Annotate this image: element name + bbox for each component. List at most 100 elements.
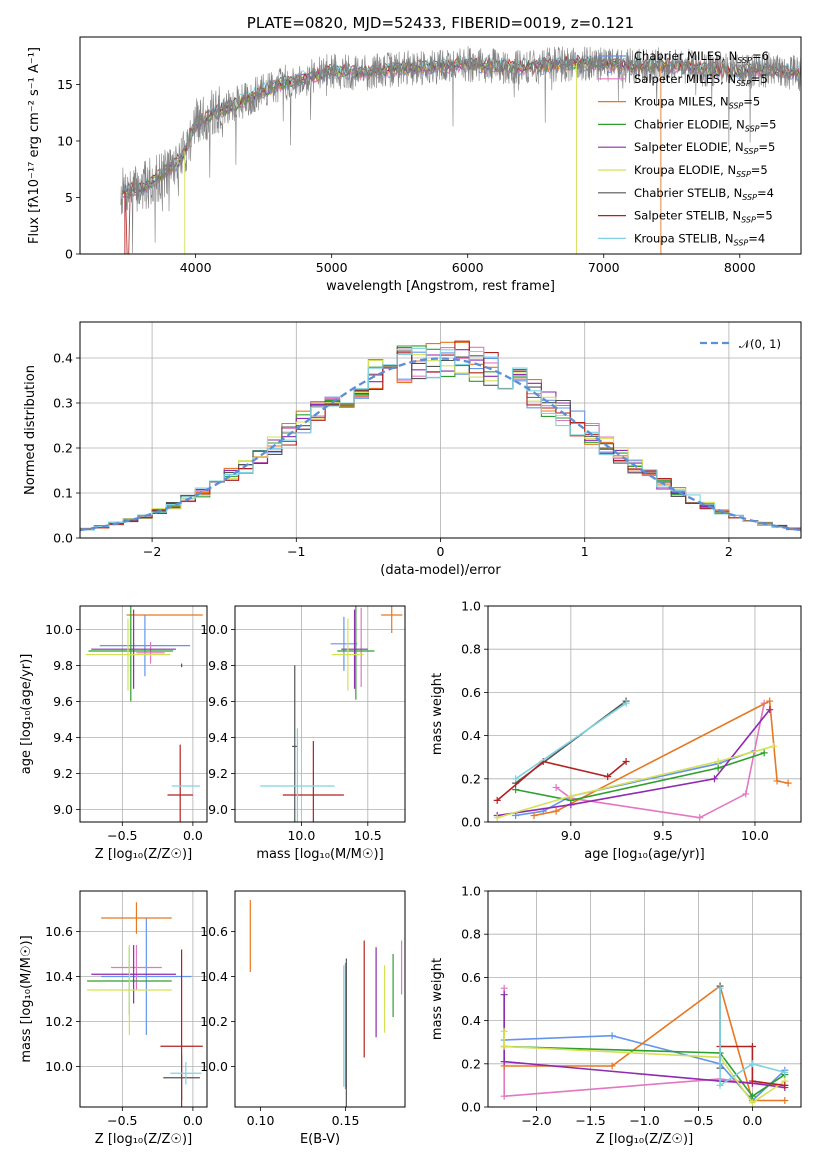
mass-Z-plot-area [87,902,203,1107]
residuals-ylabel: Normed distribution [23,365,38,495]
residuals-plot-area [80,340,801,533]
mass-ebv-plot-area [249,900,403,1107]
residuals-xlabel: (data-model)/error [380,563,501,578]
age-mass-plot-area [260,606,403,822]
weight-age-ytick-label: 0.0 [461,815,481,830]
weight-line-chabrier-miles-marker [608,1032,616,1040]
legend-nssp-subscript: SSP [744,147,759,156]
legend-series-name: Salpeter ELODIE [634,140,728,154]
weight-line-salpeter-stelib-marker [748,1077,756,1085]
spectrum-legend-label: Kroupa ELODIE, NSSP=5 [634,163,768,179]
weight-age-xtick-label: 10.0 [741,828,769,843]
weight-line-salpeter-elodie-marker [500,1058,508,1066]
weight-line-salpeter-stelib-marker [604,773,612,781]
legend-nssp-prefix: , N [726,186,742,200]
age-Z-xtick-label: −0.5 [107,828,137,843]
weight-line-kroupa-elodie-marker [769,742,777,750]
residuals-xtick-label: −1 [287,544,305,559]
spectrum-legend-label: Chabrier MILES, NSSP=6 [634,49,769,65]
weight-Z-ytick-label: 0.2 [461,1056,481,1071]
weight-Z-xtick-label: 0.0 [742,1113,762,1128]
weight-line-salpeter-stelib [496,760,627,802]
age-Z-ytick-label: 10.0 [45,622,73,637]
spectrum-frame [79,36,802,255]
weight-Z-xlabel: Z [log₁₀(Z/Z☉)] [596,1132,693,1147]
residuals-xtick-label: −2 [143,544,161,559]
mass-Z-ytick-label: 10.2 [45,1014,73,1029]
spectrum-plot-area [120,46,801,254]
age-Z-ytick-label: 9.8 [53,658,73,673]
spectrum-ytick-label: 5 [65,190,73,205]
legend-nssp-prefix: , N [721,49,737,63]
legend-series-name: Chabrier ELODIE [634,117,729,131]
weight-age-ytick-label: 0.8 [461,642,481,657]
weight-Z-ytick-label: 0.8 [461,927,481,942]
weight-line-kroupa-stelib-marker [781,1068,789,1076]
age-mass-ytick-label: 10.0 [200,622,228,637]
age-mass-ytick-label: 9.6 [208,694,228,709]
weight-age-ytick-label: 0.4 [461,728,481,743]
age-mass-ytick-label: 9.0 [208,802,228,817]
age-mass-frame [234,605,406,823]
mass-ebv-ytick-label: 10.2 [200,1014,228,1029]
age-Z-ytick-label: 9.4 [53,730,73,745]
weight-line-salpeter-stelib-marker [622,758,630,766]
weight-Z-xtick-label: −1.5 [575,1113,605,1128]
legend-series-name: Kroupa ELODIE [634,163,720,177]
spectrum-ytick-label: 0 [65,247,73,262]
spectrum-xlabel: wavelength [Angstrom, rest frame] [326,279,555,294]
legend-nssp-subscript: SSP [736,170,751,179]
residuals-ytick-label: 0.3 [53,396,73,411]
legend-nssp-value: =5 [751,163,768,177]
weight-line-salpeter-miles-marker [696,814,704,822]
legend-series-name: Chabrier STELIB [634,186,726,200]
legend-nssp-value: =5 [756,209,773,223]
residuals-ytick-label: 0.4 [53,351,73,366]
mass-ebv-ytick-label: 10.6 [200,924,228,939]
weight-line-kroupa-stelib-marker [622,699,630,707]
weight-line-kroupa-miles-marker [608,1062,616,1070]
age-Z-ylabel: age [log₁₀(age/yr)] [19,654,34,775]
age-Z-ytick-label: 9.6 [53,694,73,709]
weight-line-kroupa-miles-marker [552,807,560,815]
residuals-ytick-label: 0.1 [53,486,73,501]
legend-nssp-value: =5 [760,117,777,131]
weight-line-kroupa-stelib [515,702,627,780]
weight-line-salpeter-miles-marker [500,984,508,992]
weight-line-salpeter-stelib-marker [493,796,501,804]
legend-nssp-value: =5 [751,72,768,86]
hist-kroupa-stelib [80,347,801,532]
residuals-legend-label: 𝒩(0, 1) [739,337,781,351]
spectrum-xtick-label: 5000 [316,260,348,275]
age-Z-plot-area [85,606,203,822]
weight-age-ytick-label: 1.0 [461,599,481,614]
legend-nssp-prefix: , N [729,117,745,131]
legend-nssp-value: =4 [748,231,765,245]
weight-line-kroupa-elodie [496,745,774,819]
weight-line-salpeter-elodie-marker [710,775,718,783]
legend-series-name: Kroupa MILES [634,95,713,109]
weight-line-kroupa-miles-marker [766,697,774,705]
mass-ebv-xtick-label: 0.15 [332,1113,360,1128]
weight-line-salpeter-miles-marker [742,790,750,798]
age-mass-xtick-label: 10.0 [287,828,315,843]
weight-line-salpeter-stelib-marker [748,1043,756,1051]
weight-line-salpeter-elodie-marker [500,991,508,999]
age-mass-xtick-label: 10.5 [354,828,382,843]
weight-line-kroupa-miles-marker [781,1097,789,1105]
spectrum-legend-label: Salpeter STELIB, NSSP=5 [634,209,773,225]
legend-nssp-subscript: SSP [729,102,744,111]
weight-age-xtick-label: 9.5 [653,828,673,843]
weight-Z-ytick-label: 0.4 [461,1013,481,1028]
legend-nssp-value: =6 [752,49,769,63]
weight-age-plot-area [493,697,792,822]
weight-age-xtick-label: 9.0 [561,828,581,843]
weight-age-ylabel: mass weight [430,673,445,755]
mass-ebv-ytick-label: 10.0 [200,1059,228,1074]
spectrum-xtick-label: 8000 [724,260,756,275]
weight-line-salpeter-elodie [497,709,771,817]
weight-line-kroupa-miles-marker [784,779,792,787]
spectrum-title: PLATE=0820, MJD=52433, FIBERID=0019, z=0… [247,14,634,32]
legend-series-name: Salpeter STELIB [634,209,725,223]
mass-Z-ylabel: mass [log₁₀(M/M☉)] [19,935,34,1062]
